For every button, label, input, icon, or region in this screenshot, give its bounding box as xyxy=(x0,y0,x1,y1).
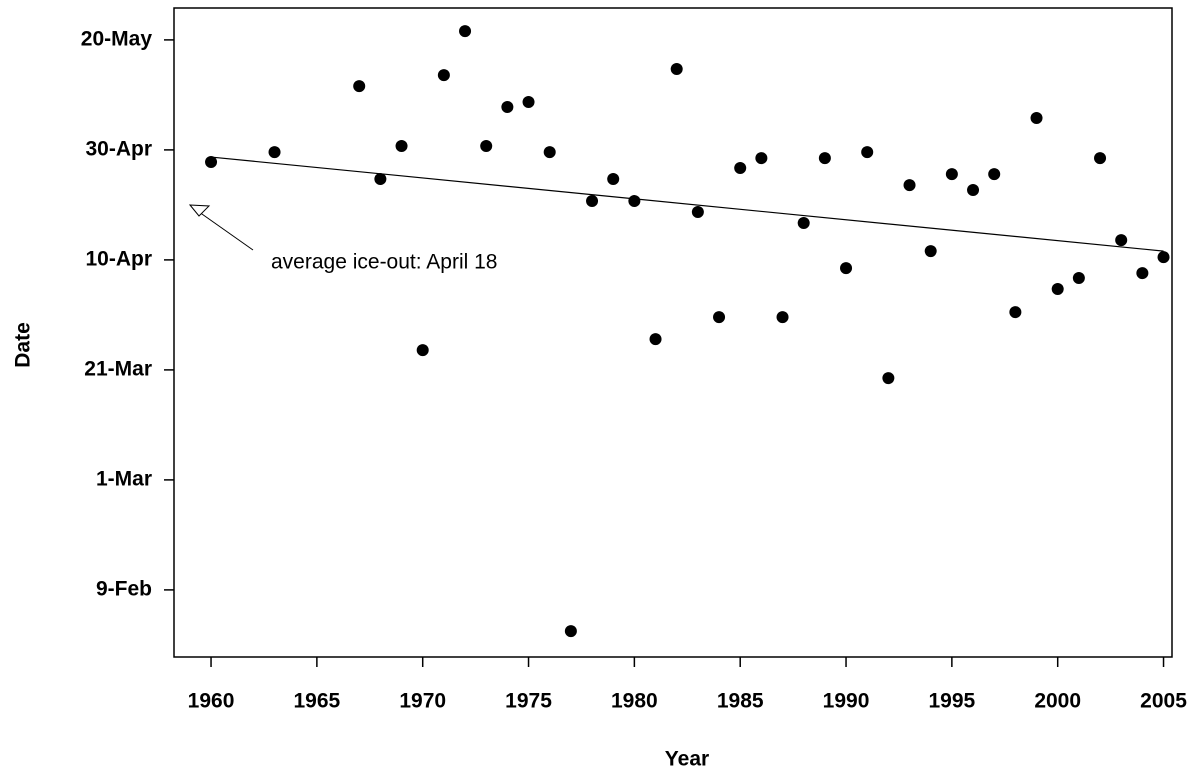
annotation-arrow xyxy=(191,206,254,251)
point xyxy=(691,206,704,219)
x-tick-label: 1965 xyxy=(294,690,341,713)
point xyxy=(1030,112,1043,124)
point xyxy=(903,179,916,192)
point xyxy=(1157,251,1170,264)
x-tick-label: 1970 xyxy=(399,690,446,713)
point xyxy=(649,333,662,346)
point xyxy=(840,262,853,275)
point xyxy=(734,162,747,175)
x-tick-label: 1960 xyxy=(188,690,235,713)
point xyxy=(670,63,683,76)
point xyxy=(501,101,514,113)
y-axis-title: Date xyxy=(12,322,35,368)
point xyxy=(586,195,599,208)
y-tick-label: 9-Feb xyxy=(96,577,152,600)
arrow-head xyxy=(188,204,211,217)
point xyxy=(945,168,958,181)
point xyxy=(1115,234,1128,247)
y-tick-label: 21-Mar xyxy=(84,357,152,380)
x-tick-label: 1995 xyxy=(929,690,976,713)
point xyxy=(416,344,429,357)
point xyxy=(374,173,387,186)
point xyxy=(607,173,620,186)
y-tick-label: 30-Apr xyxy=(85,137,152,160)
x-tick-label: 2005 xyxy=(1140,690,1187,713)
point xyxy=(459,25,472,38)
y-tick-label: 20-May xyxy=(81,27,153,50)
point xyxy=(776,311,789,324)
point xyxy=(755,152,768,165)
point xyxy=(1051,283,1064,296)
point xyxy=(1009,306,1022,319)
point xyxy=(628,195,641,208)
point xyxy=(1094,152,1107,165)
point xyxy=(797,217,810,230)
x-tick-label: 1990 xyxy=(823,690,870,713)
point xyxy=(1072,272,1085,285)
point xyxy=(882,372,895,385)
point xyxy=(988,168,1001,181)
point xyxy=(522,96,535,109)
point xyxy=(818,152,831,165)
x-axis-title: Year xyxy=(665,748,709,771)
trend-line xyxy=(210,156,1164,252)
y-tick-label: 10-Apr xyxy=(85,247,152,270)
x-tick-label: 1975 xyxy=(505,690,552,713)
point xyxy=(861,146,874,159)
point xyxy=(967,184,980,197)
point xyxy=(543,146,556,159)
x-tick-label: 1980 xyxy=(611,690,658,713)
point xyxy=(713,311,726,324)
point xyxy=(268,146,281,159)
point xyxy=(437,69,450,82)
x-tick-label: 2000 xyxy=(1034,690,1081,713)
y-tick-label: 1-Mar xyxy=(96,467,152,490)
point xyxy=(205,156,218,168)
point xyxy=(480,140,493,153)
x-tick-label: 1985 xyxy=(717,690,764,713)
point xyxy=(1136,267,1149,280)
plot-frame xyxy=(173,7,1173,658)
point xyxy=(924,245,937,258)
annotation: average ice-out: April 18 xyxy=(271,251,497,274)
point xyxy=(564,625,577,638)
point xyxy=(353,80,366,93)
point xyxy=(395,140,408,153)
